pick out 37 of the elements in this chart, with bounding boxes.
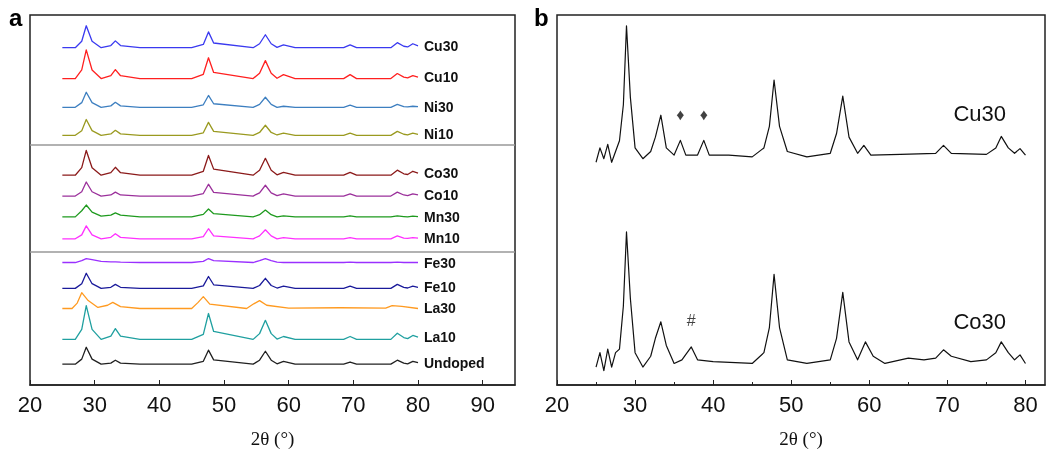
x-tick-label: 40	[700, 391, 726, 417]
x-tick-label: 60	[857, 391, 882, 417]
x-tick-label: 30	[82, 391, 107, 417]
series-label: Co30	[953, 308, 1007, 334]
annotation: ♦	[676, 105, 685, 123]
x-tick-label: 70	[935, 391, 960, 417]
series-label: Ni10	[424, 126, 454, 143]
series-label: Co30	[424, 165, 459, 182]
x-tick-label: 40	[147, 391, 172, 417]
series-label: Ni30	[424, 98, 454, 115]
x-tick-label: 70	[341, 391, 366, 417]
chart-title: b	[534, 3, 549, 31]
series-label: Mn10	[424, 230, 460, 247]
series-label: Co10	[424, 186, 459, 203]
series-label: Mn30	[424, 208, 460, 225]
series-label: Undoped	[424, 354, 485, 371]
series-label: Cu30	[424, 37, 459, 54]
x-tick-label: 50	[211, 391, 237, 417]
series-label: La30	[424, 300, 457, 317]
series-label: Cu10	[424, 69, 459, 86]
x-tick-label: 50	[779, 391, 804, 417]
series-label: Fe30	[424, 254, 457, 271]
x-axis-title: 2θ (°)	[779, 428, 823, 450]
chart-title: a	[9, 3, 23, 31]
x-tick-label: 90	[470, 391, 495, 417]
x-tick-label: 80	[405, 391, 431, 417]
series-label: Fe10	[424, 279, 457, 296]
series-label: Cu30	[953, 100, 1007, 126]
x-tick-label: 30	[622, 391, 648, 417]
annotation: #	[686, 312, 696, 330]
series-label: La10	[424, 329, 457, 346]
x-tick-label: 80	[1013, 391, 1038, 417]
x-tick-label: 20	[17, 391, 43, 417]
annotation: ♦	[699, 105, 708, 123]
x-tick-label: 60	[276, 391, 301, 417]
x-tick-label: 20	[544, 391, 570, 417]
x-axis-title: 2θ (°)	[250, 428, 295, 450]
